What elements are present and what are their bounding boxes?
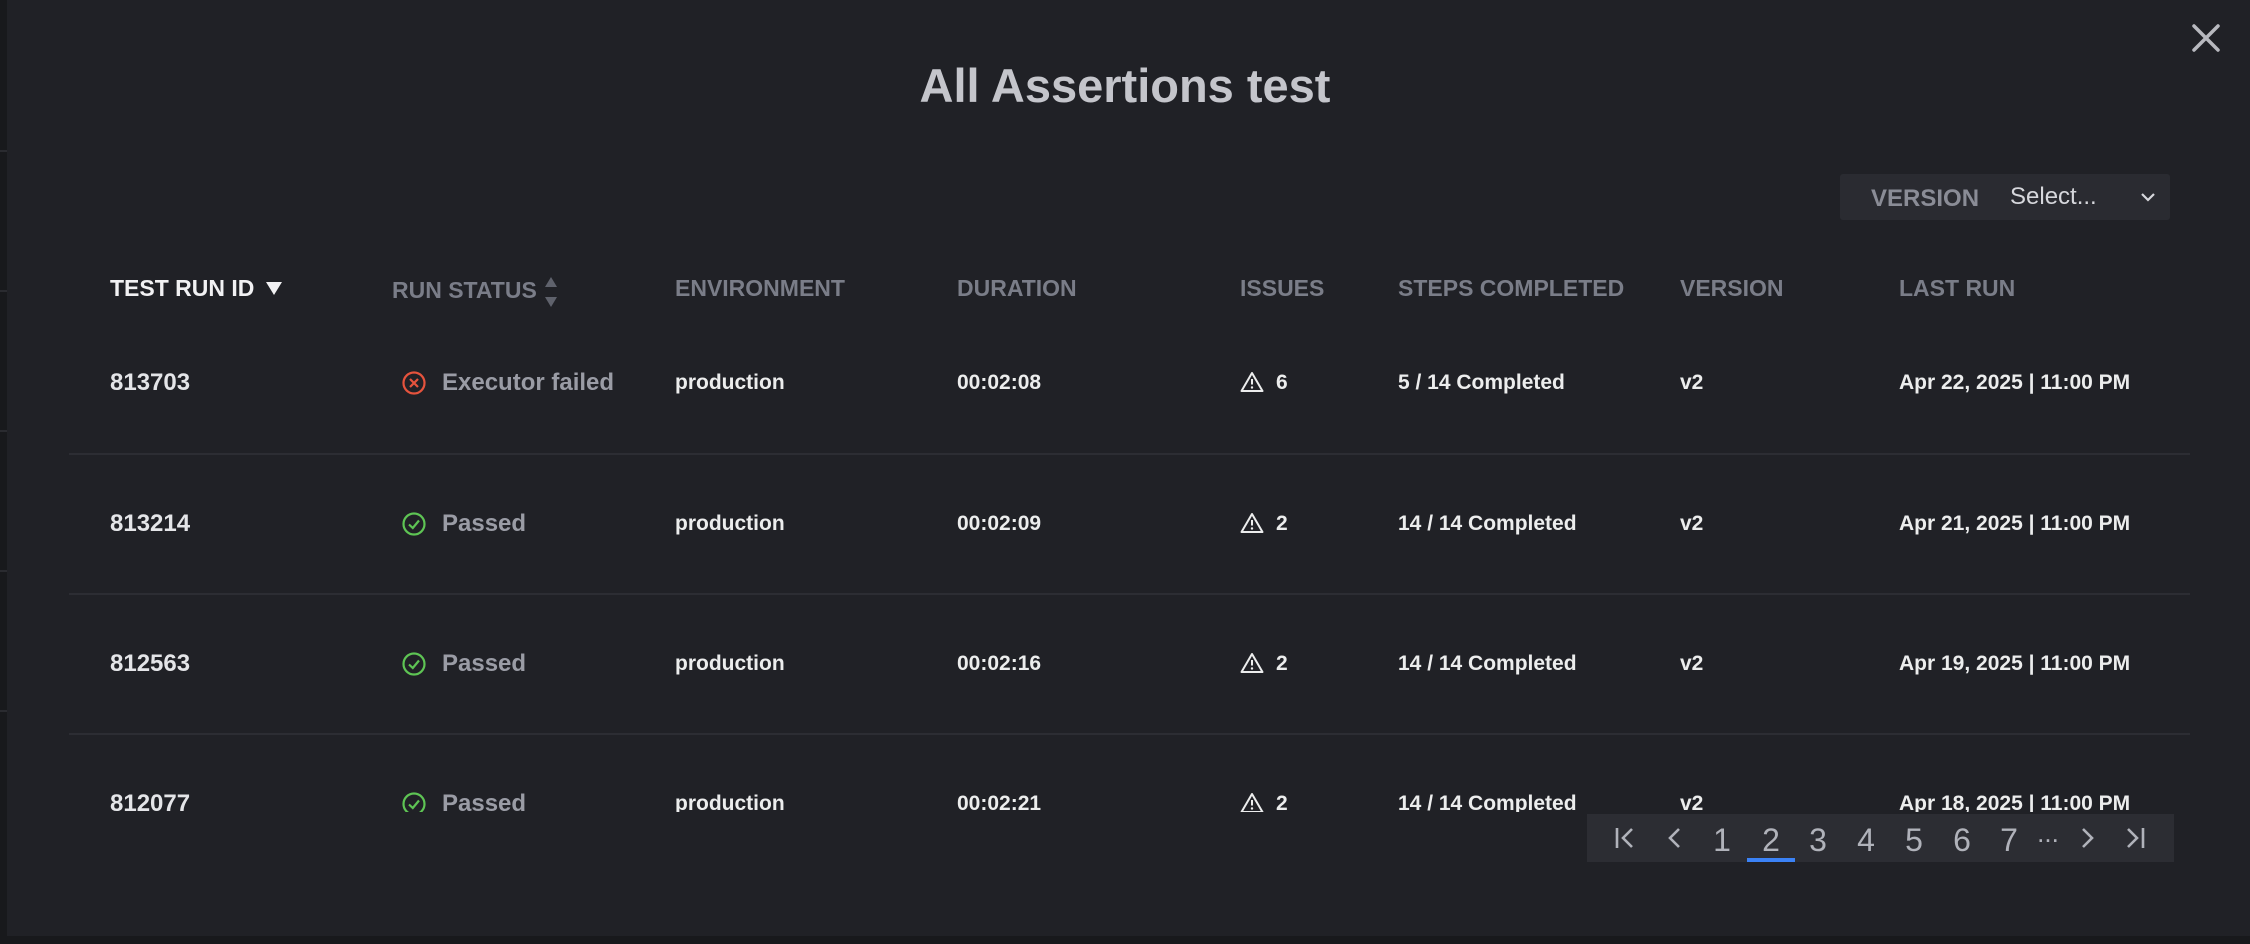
sort-desc-icon	[266, 282, 283, 295]
pagination: 1 2 3 4 5 6 7...	[1587, 814, 2174, 862]
row-divider	[69, 453, 2190, 455]
last-page-icon	[2127, 828, 2145, 848]
issue-icon	[1240, 372, 1264, 392]
next-page-icon	[2082, 828, 2094, 848]
modal	[7, 0, 2250, 936]
issue-icon-wrap	[1240, 512, 1264, 534]
issues-count: 2	[1276, 652, 1288, 675]
table-cell: 00:02:08	[957, 371, 1042, 394]
column-header[interactable]: ENVIRONMENT	[675, 275, 845, 301]
table-cell: production	[675, 652, 785, 675]
page-number[interactable]: 4	[1857, 822, 1875, 858]
issue-icon	[1240, 653, 1264, 673]
page-number[interactable]: 7	[2000, 822, 2018, 858]
table-cell: 14 / 14 Completed	[1398, 652, 1577, 675]
page-number[interactable]: 1	[1713, 822, 1731, 858]
issue-icon-wrap	[1240, 371, 1264, 393]
filter-label: VERSION	[1871, 185, 1980, 212]
failed-icon	[402, 371, 426, 395]
current-page-indicator	[1747, 858, 1795, 862]
run-status: Passed	[442, 790, 527, 812]
run-id[interactable]: 813214	[110, 510, 191, 537]
table-cell: 00:02:21	[957, 792, 1042, 812]
column-header[interactable]: ISSUES	[1240, 275, 1325, 301]
run-status: Executor failed	[442, 369, 615, 396]
table-cell: Apr 19, 2025 | 11:00 PM	[1899, 652, 2131, 675]
table-cell: 14 / 14 Completed	[1398, 792, 1577, 812]
next-page[interactable]	[2073, 824, 2101, 852]
table-cell: v2	[1680, 792, 1704, 812]
table-cell: production	[675, 512, 785, 535]
status-icon-wrap	[401, 370, 427, 396]
table-cell: 5 / 14 Completed	[1398, 371, 1565, 394]
table-cell: production	[675, 371, 785, 394]
version-filter[interactable]: VERSION Select...	[1840, 174, 2170, 220]
column-header[interactable]: STEPS COMPLETED	[1398, 275, 1625, 301]
column-header[interactable]: TEST RUN ID	[110, 275, 284, 302]
issues-count: 2	[1276, 512, 1288, 535]
passed-icon	[402, 792, 426, 812]
filter-select[interactable]: Select...	[2010, 183, 2097, 210]
table-cell: 14 / 14 Completed	[1398, 512, 1577, 535]
prev-page[interactable]	[1661, 824, 1689, 852]
close-button[interactable]	[2186, 18, 2226, 58]
table-cell: 00:02:16	[957, 652, 1042, 675]
run-status: Passed	[442, 510, 527, 537]
status-icon-wrap	[401, 511, 427, 537]
modal-title: All Assertions test	[919, 59, 1331, 112]
column-header[interactable]: LAST RUN	[1899, 275, 2016, 301]
table-cell: v2	[1680, 512, 1704, 535]
issue-icon	[1240, 793, 1264, 812]
row-divider	[69, 593, 2190, 595]
first-page-icon	[1615, 828, 1633, 848]
page-ellipsis: ...	[2037, 818, 2059, 848]
backdrop-line	[0, 570, 7, 572]
backdrop-line	[0, 430, 7, 432]
passed-icon	[402, 652, 426, 676]
page-number[interactable]: 2	[1762, 822, 1780, 858]
column-header[interactable]: VERSION	[1680, 275, 1784, 301]
backdrop-line	[0, 290, 7, 292]
backdrop-line	[0, 710, 7, 712]
dropdown-arrow	[2141, 193, 2155, 202]
page-number[interactable]: 3	[1809, 822, 1827, 858]
backdrop-line	[0, 150, 7, 152]
status-icon-wrap	[401, 791, 427, 812]
table-cell: v2	[1680, 652, 1704, 675]
issue-icon	[1240, 513, 1264, 533]
table-cell: production	[675, 792, 785, 812]
page-number[interactable]: 5	[1905, 822, 1923, 858]
issue-icon-wrap	[1240, 792, 1264, 812]
run-id[interactable]: 812077	[110, 790, 191, 812]
table-cell: Apr 22, 2025 | 11:00 PM	[1899, 371, 2131, 394]
passed-icon	[402, 512, 426, 536]
run-id[interactable]: 813703	[110, 369, 191, 396]
column-header[interactable]: RUN STATUS	[392, 275, 559, 309]
last-page[interactable]	[2120, 824, 2148, 852]
run-id[interactable]: 812563	[110, 650, 191, 677]
prev-page-icon	[1668, 828, 1680, 848]
run-status: Passed	[442, 650, 527, 677]
column-header[interactable]: DURATION	[957, 275, 1077, 301]
issue-icon-wrap	[1240, 652, 1264, 674]
status-icon-wrap	[401, 651, 427, 677]
issues-count: 2	[1276, 792, 1288, 812]
sort-icon	[544, 277, 557, 307]
issues-count: 6	[1276, 371, 1288, 394]
table-cell: Apr 18, 2025 | 11:00 PM	[1899, 792, 2131, 812]
page-number[interactable]: 6	[1953, 822, 1971, 858]
table-body: 813703 Executor failed production 00:02:08 6…	[0, 330, 2250, 812]
first-page[interactable]	[1612, 824, 1640, 852]
table-cell: v2	[1680, 371, 1704, 394]
table-cell: Apr 21, 2025 | 11:00 PM	[1899, 512, 2131, 535]
row-divider	[69, 733, 2190, 735]
table-cell: 00:02:09	[957, 512, 1042, 535]
